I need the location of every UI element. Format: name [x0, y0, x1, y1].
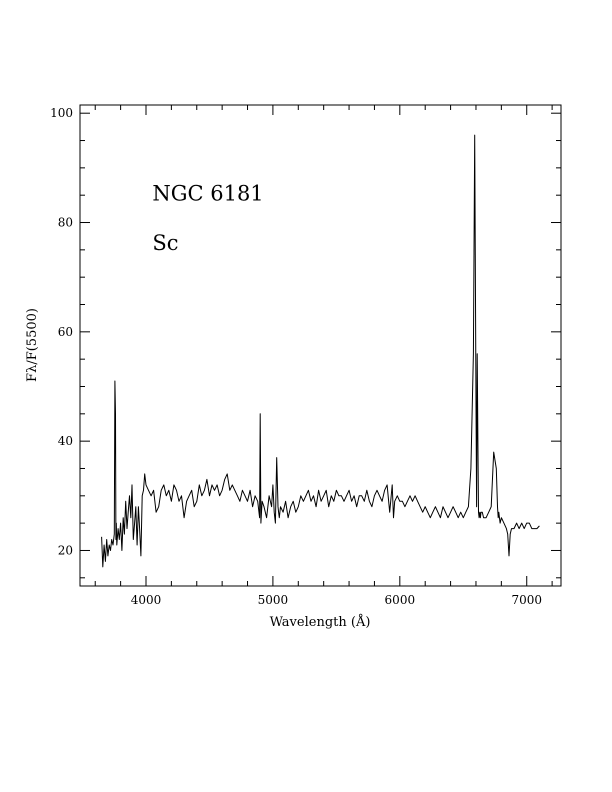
- y-axis-label: Fλ/F(5500): [25, 308, 40, 382]
- spectrum-line-0: [101, 134, 540, 568]
- y-tick-label: 60: [58, 325, 73, 339]
- y-tick-label: 20: [58, 543, 73, 557]
- x-tick-label: 7000: [511, 593, 542, 607]
- x-tick-label: 4000: [131, 593, 162, 607]
- x-tick-label: 6000: [385, 593, 416, 607]
- annotation-galaxy-name: NGC 6181: [152, 182, 263, 206]
- y-tick-label: 80: [58, 216, 73, 230]
- plot-frame: [79, 104, 562, 587]
- axis-ticks: [80, 105, 561, 586]
- y-tick-label: 40: [58, 434, 73, 448]
- x-tick-label: 5000: [258, 593, 289, 607]
- x-axis-label: Wavelength (Å): [270, 614, 371, 630]
- y-tick-label: 100: [50, 106, 73, 120]
- tick-labels: 4000 5000 6000 7000 20 40 60 80 100: [50, 106, 542, 607]
- series-group: [101, 134, 540, 568]
- annotation-galaxy-type: Sc: [152, 231, 178, 255]
